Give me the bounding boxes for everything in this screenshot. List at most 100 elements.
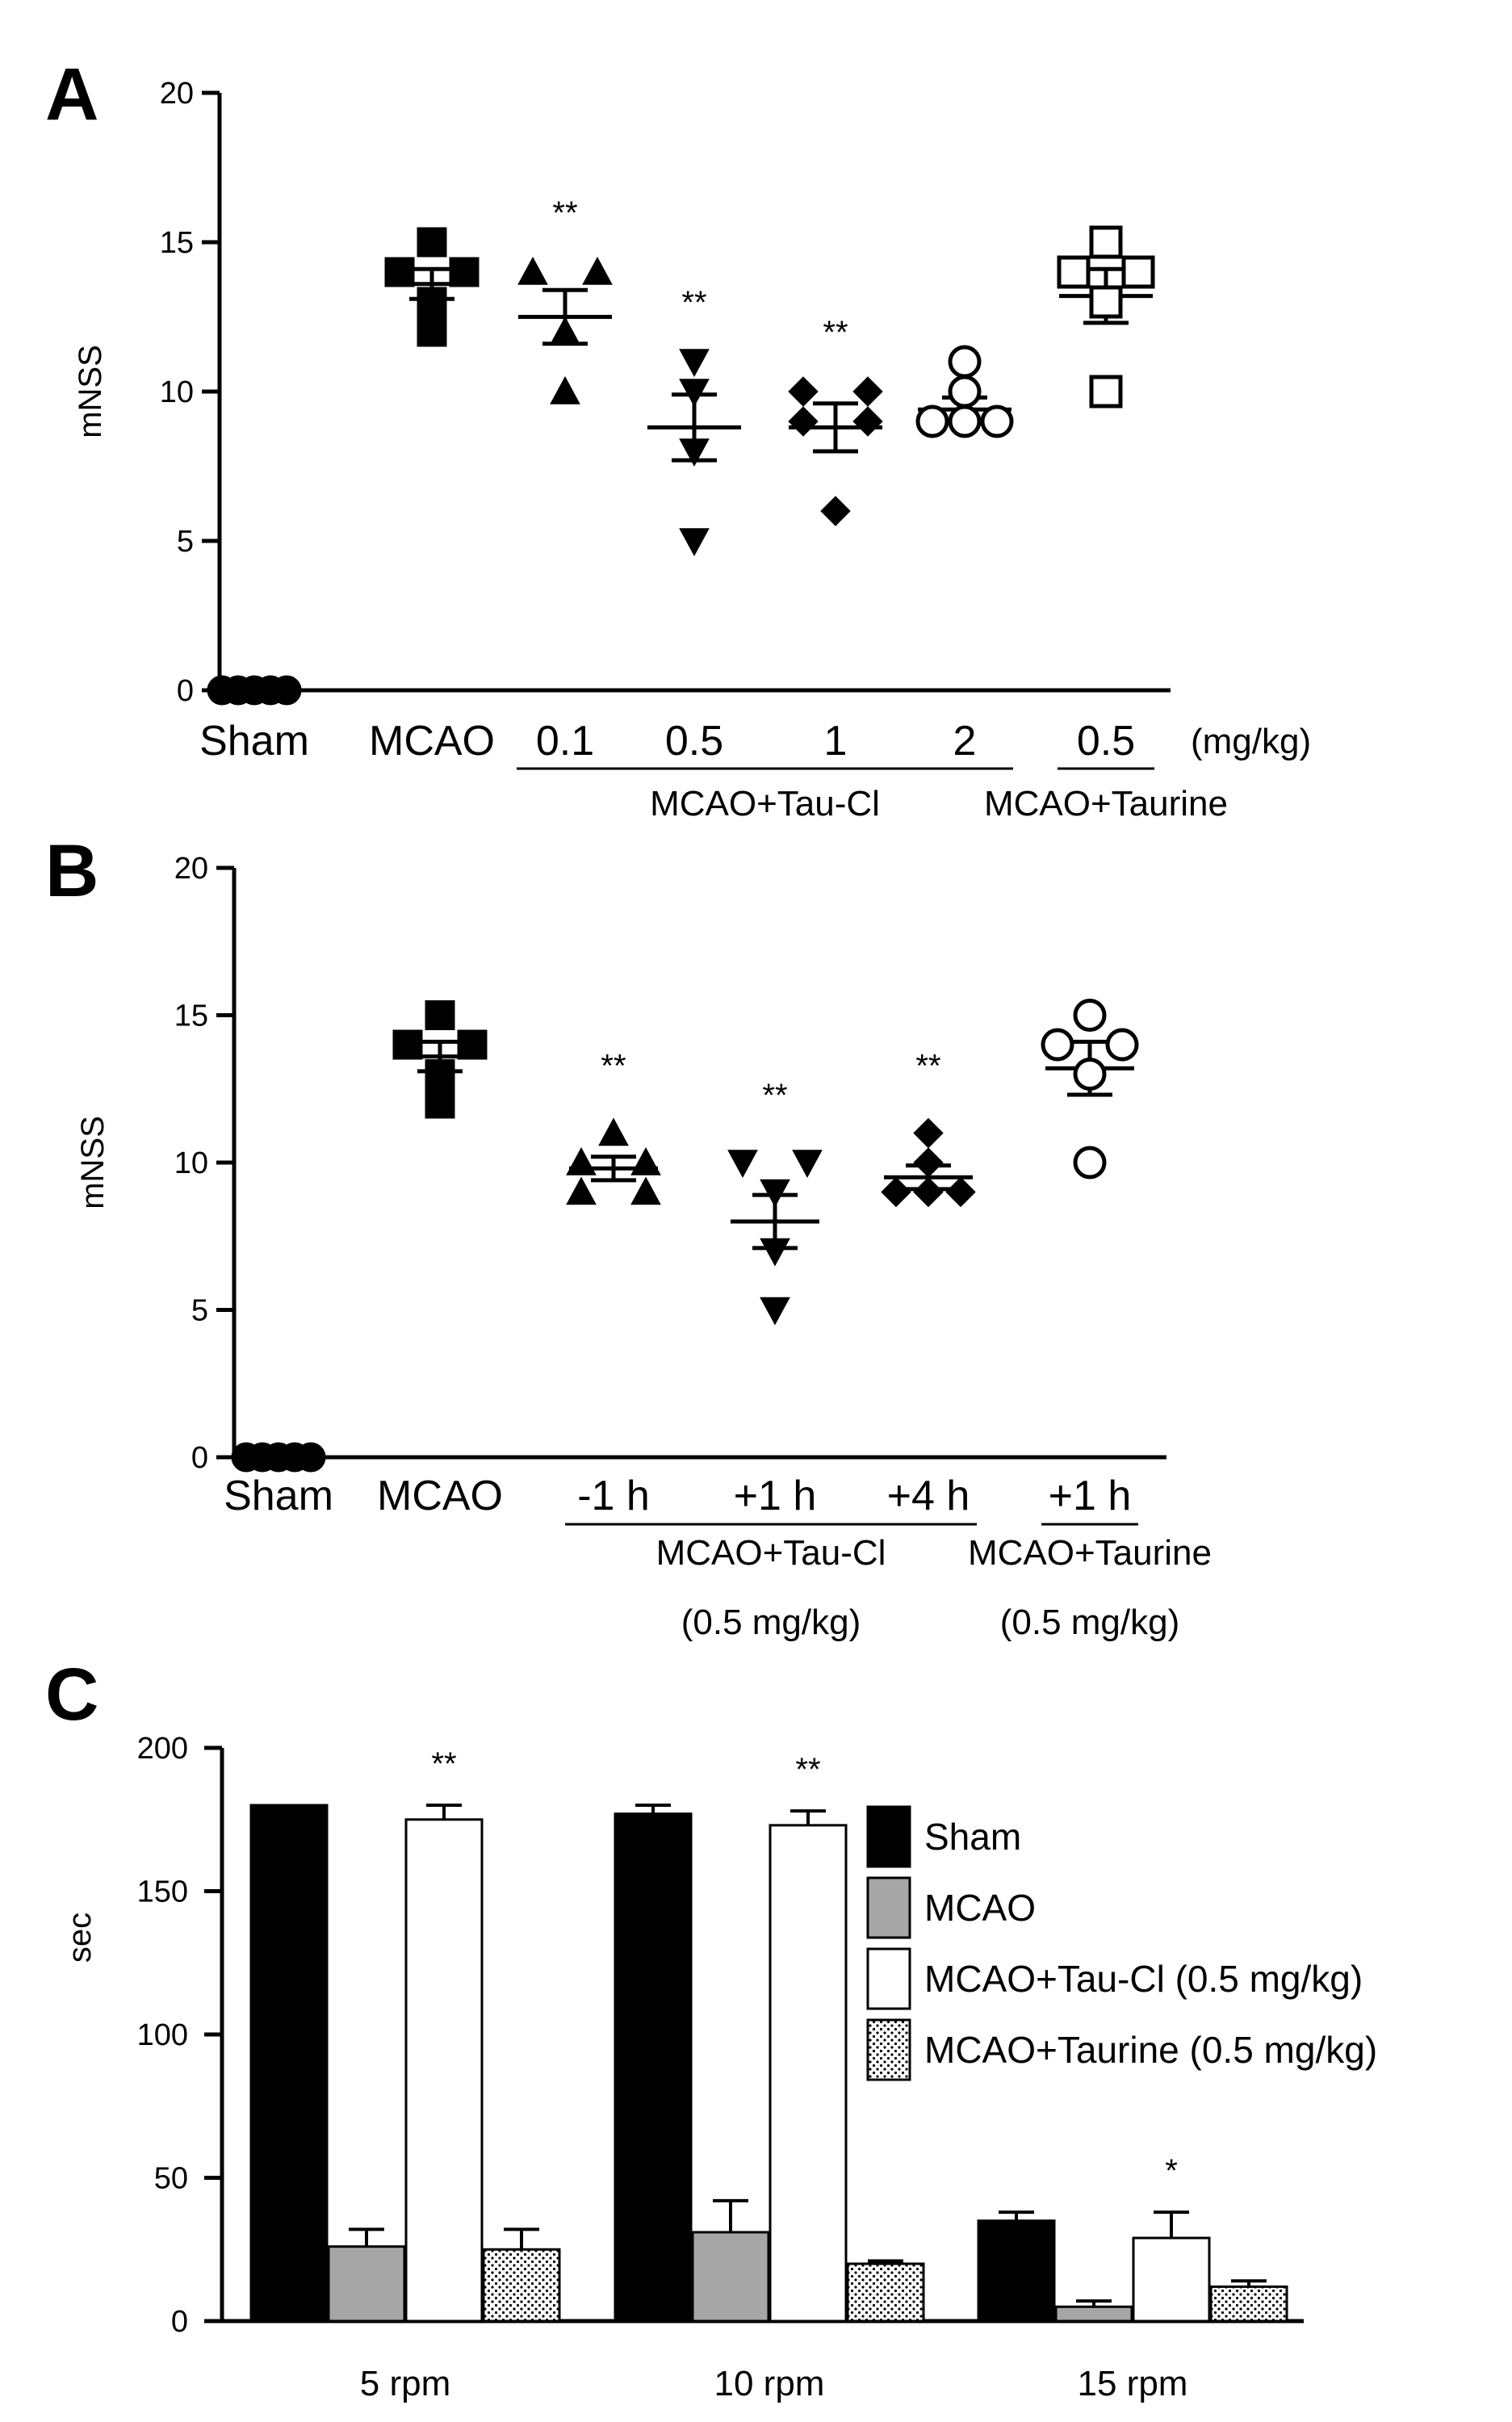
legend-swatch (866, 1947, 911, 2010)
y-tick-label: 10 (160, 375, 194, 409)
bar (404, 1818, 484, 2323)
data-point (449, 257, 480, 287)
data-point (788, 406, 819, 437)
significance-marker: ** (823, 315, 848, 350)
x-category-label: 15 rpm (1078, 2364, 1188, 2403)
data-point (425, 1088, 455, 1119)
y-tick-label: 15 (160, 226, 194, 260)
data-point (852, 376, 883, 407)
bar (846, 2262, 925, 2323)
data-point (271, 675, 302, 706)
data-point (1089, 375, 1123, 409)
legend-label: MCAO+Taurine (0.5 mg/kg) (924, 2029, 1377, 2071)
data-point (417, 227, 447, 258)
y-tick-label: 0 (177, 674, 194, 708)
data-point (1041, 1028, 1074, 1062)
data-point (881, 1176, 911, 1208)
data-point (727, 1150, 758, 1179)
data-point (679, 438, 710, 467)
x-category-label: MCAO (377, 1473, 503, 1519)
panel-c-label: C (45, 1653, 98, 1736)
x-category-label: +1 h (734, 1473, 817, 1519)
y-axis-label: mNSS (75, 1116, 111, 1209)
data-point (679, 349, 710, 378)
bar (1132, 2236, 1211, 2323)
legend-swatch (866, 1805, 911, 1868)
x-category-label: 0.5 (665, 718, 723, 765)
data-point (1105, 1028, 1139, 1062)
data-point (852, 406, 883, 437)
bar (327, 2245, 406, 2323)
bar (977, 2219, 1056, 2323)
y-tick-label: 50 (154, 2162, 188, 2196)
data-point (392, 1029, 423, 1060)
legend-swatch (866, 1876, 911, 1939)
data-point (417, 316, 447, 347)
x-category-label: Sham (199, 718, 309, 765)
panel-a-chart: 0 5 10 15 20 mNSS Sham MCAO 0.1 0.5 1 2 0.5 (mg/kg) MC… (73, 77, 1311, 823)
data-point (948, 404, 982, 438)
data-point (792, 1150, 823, 1179)
legend-label: MCAO+Tau-Cl (0.5 mg/kg) (924, 1958, 1363, 2000)
y-tick-label: 200 (137, 1732, 188, 1766)
x-category-label: 0.1 (536, 718, 594, 765)
x-category-label: 5 rpm (360, 2364, 450, 2403)
group-label: MCAO+Tau-Cl (650, 784, 880, 823)
group-sublabel: (0.5 mg/kg) (681, 1603, 861, 1642)
bar (249, 1804, 329, 2323)
data-point (384, 257, 415, 287)
group-label: MCAO+Taurine (984, 784, 1228, 823)
y-axis-label: sec (62, 1913, 98, 1963)
data-point (1057, 255, 1091, 289)
significance-marker: ** (681, 285, 706, 321)
data-point (760, 1238, 790, 1267)
x-category-label: 10 rpm (714, 2364, 825, 2403)
data-point (679, 528, 710, 557)
data-point (1073, 1146, 1107, 1180)
bar (614, 1812, 693, 2323)
y-tick-label: 20 (174, 852, 208, 886)
x-category-label: 1 (824, 718, 848, 765)
bar (691, 2231, 770, 2323)
data-point (425, 1000, 455, 1030)
y-tick-label: 150 (137, 1875, 188, 1909)
data-point (948, 375, 982, 409)
data-point (760, 1297, 790, 1326)
data-point (630, 1146, 661, 1175)
bar (482, 2248, 561, 2323)
data-point (820, 496, 851, 526)
significance-marker: ** (762, 1078, 787, 1113)
data-point (980, 404, 1014, 438)
data-point (457, 1029, 488, 1060)
group-label: MCAO+Taurine (968, 1533, 1212, 1573)
data-point (945, 1176, 976, 1208)
data-point (1073, 999, 1107, 1032)
x-category-label: 2 (953, 718, 977, 765)
data-point (598, 1117, 629, 1146)
data-point (550, 375, 580, 404)
data-point (295, 1442, 326, 1473)
panel-b-label: B (45, 830, 98, 912)
y-tick-label: 10 (174, 1146, 208, 1180)
panel-a-label: A (45, 53, 98, 136)
significance-marker: ** (601, 1049, 626, 1084)
bar (1054, 2305, 1133, 2323)
data-point (788, 376, 819, 407)
significance-marker: ** (431, 1746, 456, 1782)
y-tick-label: 15 (174, 999, 208, 1033)
data-point (417, 287, 447, 317)
group-sublabel: (0.5 mg/kg) (1000, 1603, 1180, 1642)
data-point (679, 379, 710, 408)
data-point (566, 1176, 597, 1205)
data-point (566, 1146, 597, 1175)
bar (769, 1824, 848, 2323)
data-point (517, 256, 548, 285)
y-tick-label: 0 (191, 1441, 208, 1475)
significance-marker: ** (552, 195, 577, 231)
data-point (1089, 285, 1123, 319)
data-point (913, 1176, 944, 1208)
group-label: MCAO+Tau-Cl (656, 1533, 886, 1573)
x-category-label: +1 h (1049, 1473, 1132, 1519)
